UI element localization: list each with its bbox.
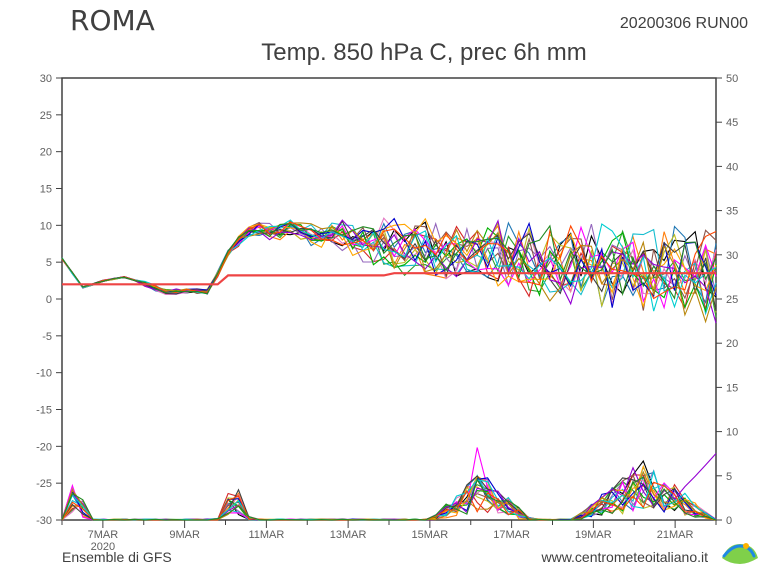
svg-text:45: 45 (726, 117, 738, 129)
svg-text:0: 0 (726, 515, 732, 527)
svg-text:13MAR: 13MAR (330, 529, 367, 541)
svg-text:21MAR: 21MAR (657, 529, 694, 541)
svg-text:19MAR: 19MAR (575, 529, 612, 541)
svg-text:30: 30 (726, 250, 738, 262)
ensemble-chart: ROMA 20200306 RUN00 Temp. 850 hPa C, prec … (0, 0, 768, 576)
footer-left: Ensemble di GFS (62, 549, 172, 565)
svg-text:-25: -25 (36, 478, 52, 490)
svg-text:10: 10 (726, 427, 738, 439)
footer-right: www.centrometeoitaliano.it (540, 549, 708, 565)
svg-text:20: 20 (40, 147, 52, 159)
svg-text:-10: -10 (36, 368, 52, 380)
svg-text:-30: -30 (36, 515, 52, 527)
svg-text:15: 15 (726, 382, 738, 394)
svg-text:50: 50 (726, 73, 738, 85)
svg-text:35: 35 (726, 206, 738, 218)
subtitle: Temp. 850 hPa C, prec 6h mm (261, 39, 586, 66)
svg-text:-15: -15 (36, 405, 52, 417)
svg-text:-5: -5 (42, 331, 52, 343)
svg-text:5: 5 (46, 257, 52, 269)
svg-text:25: 25 (40, 110, 52, 122)
svg-text:17MAR: 17MAR (493, 529, 530, 541)
title-run: 20200306 RUN00 (620, 15, 748, 32)
svg-text:-20: -20 (36, 441, 52, 453)
svg-text:15: 15 (40, 184, 52, 196)
title-city: ROMA (70, 4, 155, 37)
svg-text:0: 0 (46, 294, 52, 306)
svg-text:9MAR: 9MAR (169, 529, 200, 541)
svg-text:25: 25 (726, 294, 738, 306)
svg-text:5: 5 (726, 471, 732, 483)
svg-text:7MAR: 7MAR (88, 529, 119, 541)
svg-text:20: 20 (726, 338, 738, 350)
svg-text:30: 30 (40, 73, 52, 85)
svg-text:10: 10 (40, 220, 52, 232)
svg-text:11MAR: 11MAR (248, 529, 284, 541)
svg-text:40: 40 (726, 161, 738, 173)
svg-text:15MAR: 15MAR (412, 529, 449, 541)
